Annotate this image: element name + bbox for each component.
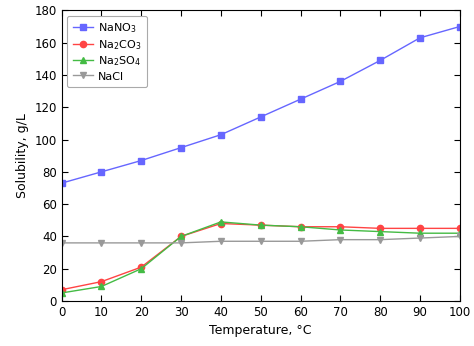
NaCl [99, 241, 104, 245]
NaNO$_3$ [417, 36, 423, 40]
Na$_2$CO$_3$ [377, 226, 383, 230]
NaCl [337, 238, 343, 242]
Na$_2$CO$_3$ [59, 288, 64, 292]
NaCl [218, 239, 224, 243]
NaCl [178, 241, 184, 245]
Na$_2$CO$_3$ [457, 226, 463, 230]
X-axis label: Temperature, °C: Temperature, °C [210, 325, 312, 337]
Na$_2$SO$_4$ [218, 220, 224, 224]
NaNO$_3$ [99, 170, 104, 174]
Na$_2$CO$_3$ [178, 234, 184, 238]
Line: Na$_2$CO$_3$: Na$_2$CO$_3$ [58, 220, 463, 293]
NaNO$_3$ [59, 181, 64, 185]
NaCl [138, 241, 144, 245]
Na$_2$SO$_4$ [298, 225, 303, 229]
Na$_2$CO$_3$ [218, 221, 224, 226]
Na$_2$SO$_4$ [377, 229, 383, 234]
NaNO$_3$ [298, 97, 303, 101]
Na$_2$SO$_4$ [258, 223, 264, 227]
Na$_2$SO$_4$ [457, 231, 463, 235]
NaNO$_3$ [178, 146, 184, 150]
NaCl [298, 239, 303, 243]
Na$_2$SO$_4$ [138, 267, 144, 271]
Line: Na$_2$SO$_4$: Na$_2$SO$_4$ [58, 218, 463, 297]
NaCl [258, 239, 264, 243]
NaCl [457, 234, 463, 238]
Na$_2$CO$_3$ [417, 226, 423, 230]
Na$_2$CO$_3$ [337, 225, 343, 229]
NaCl [417, 236, 423, 240]
Na$_2$CO$_3$ [298, 225, 303, 229]
Na$_2$CO$_3$ [258, 223, 264, 227]
Na$_2$SO$_4$ [59, 291, 64, 295]
Na$_2$CO$_3$ [138, 265, 144, 269]
NaCl [59, 241, 64, 245]
Na$_2$SO$_4$ [178, 234, 184, 238]
Na$_2$SO$_4$ [99, 284, 104, 289]
NaNO$_3$ [377, 58, 383, 63]
Na$_2$CO$_3$ [99, 280, 104, 284]
NaNO$_3$ [457, 25, 463, 29]
Line: NaCl: NaCl [58, 233, 463, 246]
Legend: NaNO$_3$, Na$_2$CO$_3$, Na$_2$SO$_4$, NaCl: NaNO$_3$, Na$_2$CO$_3$, Na$_2$SO$_4$, Na… [67, 16, 147, 87]
Na$_2$SO$_4$ [417, 231, 423, 235]
NaNO$_3$ [218, 133, 224, 137]
Y-axis label: Solubility, g/L: Solubility, g/L [16, 113, 29, 198]
Na$_2$SO$_4$ [337, 228, 343, 232]
NaNO$_3$ [138, 158, 144, 163]
Line: NaNO$_3$: NaNO$_3$ [58, 24, 463, 186]
NaNO$_3$ [337, 79, 343, 83]
NaNO$_3$ [258, 115, 264, 119]
NaCl [377, 238, 383, 242]
